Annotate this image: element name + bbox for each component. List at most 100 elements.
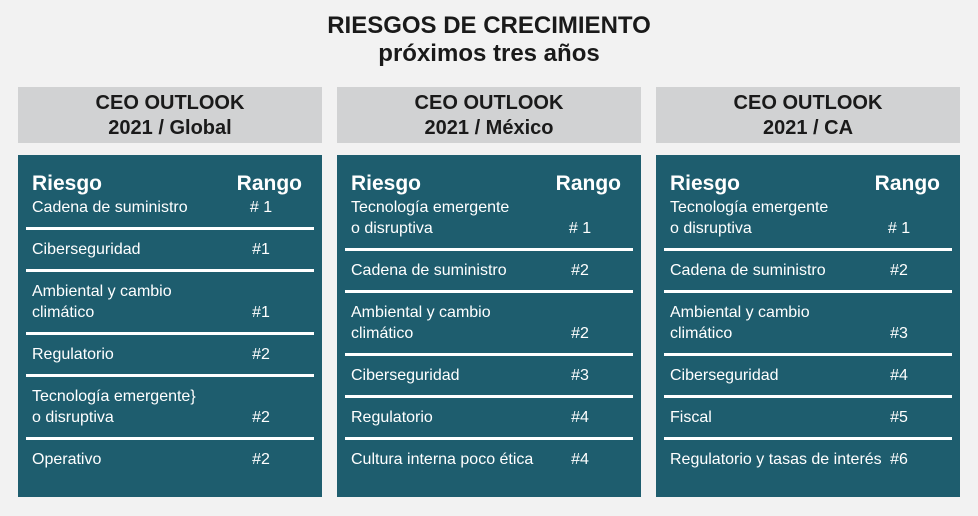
- table-header: Riesgo Rango: [26, 171, 314, 197]
- risk-line: Ambiental y cambio: [670, 304, 810, 321]
- column-header: Rango: [555, 172, 621, 195]
- risk: Cultura interna poco ética: [351, 449, 533, 470]
- risk-line: Operativo: [32, 451, 102, 468]
- column-header: Riesgo: [32, 172, 103, 195]
- table-body: Tecnología emergente o disruptiva # 1 Caden…: [664, 197, 952, 479]
- rank: #3: [571, 367, 589, 384]
- table-row: Tecnología emergente o disruptiva # 1: [345, 197, 633, 251]
- rank: #2: [571, 262, 589, 279]
- risk: Cadena de suministro: [351, 260, 507, 281]
- rank: #4: [571, 451, 589, 468]
- risk: Cadena de suministro: [670, 260, 826, 281]
- risk: Regulatorio y tasas de interés: [670, 449, 882, 470]
- table-row: Ciberseguridad #4: [664, 356, 952, 398]
- risk-line: Ambiental y cambio: [351, 304, 491, 321]
- table-row: Ambiental y cambio climático #1: [26, 272, 314, 335]
- risk-line: climático: [32, 304, 95, 321]
- heading-line: CEO OUTLOOK: [733, 92, 883, 114]
- risk: Regulatorio: [351, 407, 433, 428]
- rank: #3: [890, 325, 908, 342]
- panel: CEO OUTLOOK 2021 / México Riesgo Rango Tecno…: [337, 87, 641, 497]
- panel: CEO OUTLOOK 2021 / Global Riesgo Rango Caden…: [18, 87, 322, 497]
- table-row: Ambiental y cambio climático #3: [664, 293, 952, 356]
- table-row: Tecnología emergente o disruptiva # 1: [664, 197, 952, 251]
- rank: #2: [890, 262, 908, 279]
- rank: #2: [252, 409, 270, 426]
- risk: Tecnología emergente o disruptiva: [351, 197, 509, 239]
- table-row: Regulatorio #2: [26, 335, 314, 377]
- rank: #4: [890, 367, 908, 384]
- heading-line: CEO OUTLOOK: [95, 92, 245, 114]
- risk: Fiscal: [670, 407, 712, 428]
- risk-line: o disruptiva: [32, 409, 114, 426]
- column-header: Rango: [874, 172, 940, 195]
- column-header: Riesgo: [351, 172, 422, 195]
- risk-line: Ciberseguridad: [32, 241, 141, 258]
- table-body: Cadena de suministro # 1 Ciberseguridad #1 A…: [26, 197, 314, 479]
- column-header: Rango: [236, 172, 302, 195]
- heading-line: 2021 / CA: [762, 117, 854, 139]
- risk-line: Cultura interna poco ética: [351, 451, 534, 468]
- risk: Cadena de suministro: [32, 197, 188, 218]
- rank: #6: [890, 451, 908, 468]
- table-header: Riesgo Rango: [345, 171, 633, 197]
- table-header: Riesgo Rango: [664, 171, 952, 197]
- risk: Ciberseguridad: [32, 239, 141, 260]
- table-row: Fiscal #5: [664, 398, 952, 440]
- risk-line: climático: [670, 325, 733, 342]
- risk-line: climático: [351, 325, 414, 342]
- risk-line: Regulatorio y tasas de interés: [670, 451, 882, 468]
- risk-line: Ciberseguridad: [670, 367, 779, 384]
- rank: # 1: [887, 220, 911, 237]
- rank: #2: [571, 325, 589, 342]
- title-line: RIESGOS DE CRECIMIENTO: [327, 12, 651, 39]
- risk-table: Riesgo Rango Tecnología emergente o disrupt…: [656, 155, 960, 497]
- table-row: Ambiental y cambio climático #2: [345, 293, 633, 356]
- risk-line: Regulatorio: [32, 346, 114, 363]
- rank: #2: [252, 346, 270, 363]
- rank: # 1: [568, 220, 592, 237]
- panel-heading: CEO OUTLOOK 2021 / Global: [18, 87, 322, 143]
- title: RIESGOS DE CRECIMIENTO próximos tres años: [0, 12, 978, 68]
- heading-line: 2021 / Global: [108, 117, 232, 139]
- table-row: Operativo #2: [26, 440, 314, 479]
- title-line: próximos tres años: [378, 40, 600, 67]
- risk-line: Ciberseguridad: [351, 367, 460, 384]
- risk-line: Ambiental y cambio: [32, 283, 172, 300]
- table-row: Tecnología emergente} o disruptiva #2: [26, 377, 314, 440]
- rank: #4: [571, 409, 589, 426]
- heading-line: 2021 / México: [424, 117, 554, 139]
- table-row: Cultura interna poco ética #4: [345, 440, 633, 479]
- risk: Ambiental y cambio climático: [351, 302, 491, 344]
- risk-line: Cadena de suministro: [351, 262, 507, 279]
- table-row: Cadena de suministro #2: [345, 251, 633, 293]
- risk-line: Tecnología emergente}: [32, 388, 196, 405]
- panel-heading: CEO OUTLOOK 2021 / CA: [656, 87, 960, 143]
- risk: Ambiental y cambio climático: [670, 302, 810, 344]
- column-header: Riesgo: [670, 172, 741, 195]
- risk-line: Regulatorio: [351, 409, 433, 426]
- risk: Ciberseguridad: [670, 365, 779, 386]
- risk-line: o disruptiva: [351, 220, 433, 237]
- table-row: Regulatorio #4: [345, 398, 633, 440]
- risk-line: o disruptiva: [670, 220, 752, 237]
- table-body: Tecnología emergente o disruptiva # 1 Caden…: [345, 197, 633, 479]
- risk-line: Tecnología emergente: [351, 199, 510, 216]
- table-row: Ciberseguridad #3: [345, 356, 633, 398]
- risk: Tecnología emergente} o disruptiva: [32, 386, 196, 428]
- rank: #1: [252, 241, 270, 258]
- table-row: Regulatorio y tasas de interés #6: [664, 440, 952, 479]
- table-row: Cadena de suministro #2: [664, 251, 952, 293]
- risk-line: Cadena de suministro: [670, 262, 826, 279]
- table-row: Ciberseguridad #1: [26, 230, 314, 272]
- table-row: Cadena de suministro # 1: [26, 197, 314, 230]
- risk: Ciberseguridad: [351, 365, 460, 386]
- panel-heading: CEO OUTLOOK 2021 / México: [337, 87, 641, 143]
- risk: Ambiental y cambio climático: [32, 281, 172, 323]
- risk-line: Fiscal: [670, 409, 712, 426]
- rank: # 1: [249, 199, 273, 216]
- risk-line: Tecnología emergente: [670, 199, 829, 216]
- risk-table: Riesgo Rango Cadena de suministro # 1 Cibers…: [18, 155, 322, 497]
- risk: Operativo: [32, 449, 101, 470]
- heading-line: CEO OUTLOOK: [414, 92, 564, 114]
